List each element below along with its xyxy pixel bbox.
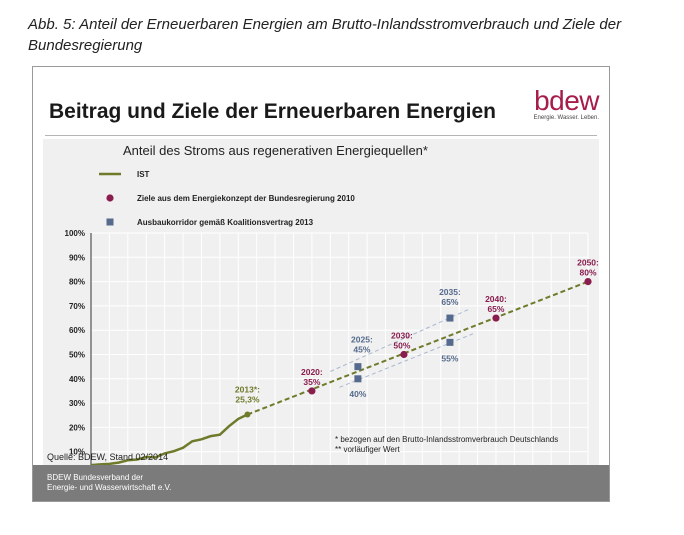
target-point (400, 350, 408, 359)
chart-title: Anteil des Stroms aus regenerativen Ener… (123, 143, 428, 158)
legend-swatch-targets (106, 194, 114, 202)
y-tick-label: 40% (69, 375, 85, 384)
data-label: 2020: (301, 367, 323, 377)
data-label: 2035: (439, 287, 461, 297)
trend-line (247, 280, 589, 416)
footnote: ** vorläufiger Wert (335, 445, 401, 454)
y-tick-label: 100% (65, 229, 85, 238)
y-tick-label: 60% (69, 326, 85, 335)
y-tick-label: 10% (69, 448, 85, 457)
bdew-logo: bdew Energie. Wasser. Leben. (529, 85, 600, 125)
data-label: 55% (441, 353, 458, 363)
corridor-point (354, 375, 362, 383)
data-label: 45% (353, 345, 370, 355)
data-label: 40% (349, 389, 366, 399)
footer-line-1: BDEW Bundesverband der (47, 473, 144, 482)
y-tick-label: 80% (69, 278, 85, 287)
footnote: * bezogen auf den Brutto-Inlandsstromver… (335, 435, 558, 444)
footer-line-2: Energie- und Wasserwirtschaft e.V. (47, 483, 172, 492)
logo-tagline: Energie. Wasser. Leben. (533, 115, 599, 121)
y-tick-label: 70% (69, 302, 85, 311)
corridor-point (446, 314, 454, 322)
source-note: Quelle: BDEW, Stand 02/2014 (47, 452, 169, 462)
figure-caption: Abb. 5: Anteil der Erneuerbaren Energien… (28, 16, 622, 54)
legend-label: Ausbaukorridor gemäß Koalitionsvertrag 2… (137, 218, 314, 227)
figure-panel: Beitrag und Ziele der Erneuerbaren Energ… (32, 66, 610, 502)
logo-word: bdew (534, 85, 599, 116)
y-tick-label: 90% (69, 253, 85, 262)
corridor-upper-line (330, 309, 469, 372)
title-divider (45, 135, 597, 136)
data-label: 65% (487, 304, 504, 314)
target-point (584, 278, 592, 286)
legend-label: Ziele aus dem Energiekonzept der Bundesr… (137, 194, 355, 203)
y-tick-label: 50% (69, 351, 85, 360)
data-label: 2030: (391, 331, 413, 341)
y-tick-label: 30% (69, 399, 85, 408)
chart-area: Anteil des Stroms aus regenerativen Ener… (43, 139, 599, 466)
ist-endpoint (244, 411, 251, 418)
data-label: 80% (579, 268, 596, 278)
slide-title: Beitrag und Ziele der Erneuerbaren Energ… (49, 100, 496, 123)
corridor-point (446, 338, 454, 346)
data-label: 25,3% (235, 395, 260, 405)
corridor-point (354, 363, 362, 371)
y-tick-label: 20% (69, 423, 85, 432)
footer-bar: BDEW Bundesverband der Energie- und Wass… (33, 465, 609, 501)
data-label: 2025: (351, 335, 373, 345)
legend-label: IST (137, 170, 150, 179)
series-line-ist (90, 413, 248, 466)
target-point (492, 314, 500, 322)
data-label: 2040: (485, 294, 507, 304)
data-label: 2013*: (235, 385, 260, 395)
data-label: 2050: (577, 258, 599, 268)
target-point (308, 387, 316, 395)
data-label: 50% (393, 341, 410, 351)
line-chart: Anteil des Stroms aus regenerativen Ener… (65, 143, 599, 466)
legend-swatch-corridor (106, 218, 114, 226)
data-label: 35% (303, 377, 320, 387)
data-label: 65% (441, 297, 458, 307)
